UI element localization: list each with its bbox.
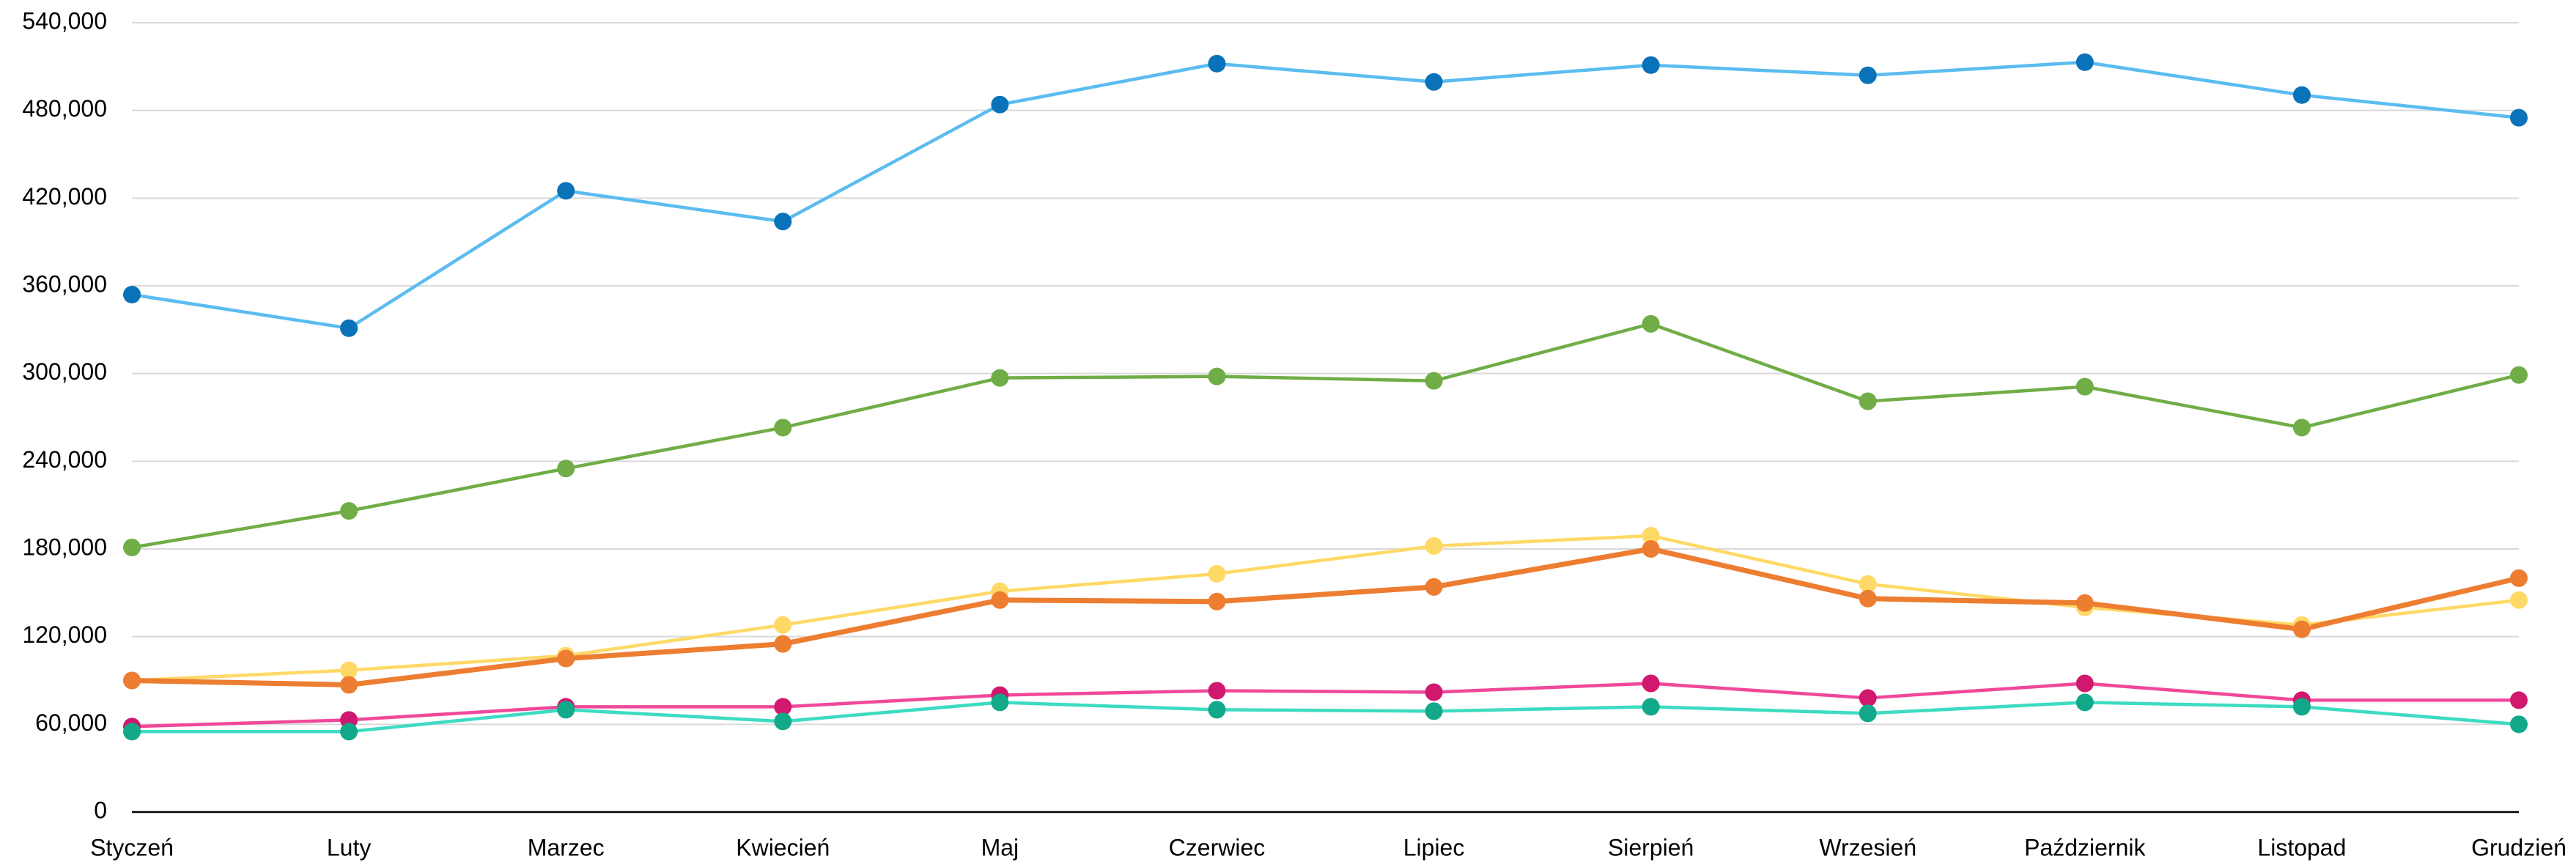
series-marker	[2075, 594, 2094, 612]
series-marker	[774, 418, 792, 437]
y-tick-label: 300,000	[22, 358, 107, 385]
series-marker	[123, 539, 141, 557]
x-tick-label: Czerwiec	[1169, 834, 1266, 860]
series-marker	[1859, 66, 1877, 84]
x-tick-label: Październik	[2024, 834, 2146, 860]
y-tick-label: 540,000	[22, 7, 107, 34]
series-marker	[2075, 53, 2094, 71]
x-tick-label: Wrzesień	[1819, 834, 1916, 860]
series-marker	[2292, 620, 2311, 638]
series-marker	[1425, 683, 1443, 701]
series-marker	[340, 319, 358, 337]
series-marker	[2510, 569, 2528, 587]
series-marker	[774, 635, 792, 653]
series-marker	[1859, 704, 1877, 723]
x-tick-label: Styczeń	[90, 834, 174, 860]
x-tick-label: Lipiec	[1403, 834, 1465, 860]
y-tick-label: 240,000	[22, 446, 107, 473]
series-marker	[774, 213, 792, 231]
y-tick-label: 480,000	[22, 95, 107, 122]
series-line	[132, 701, 2520, 734]
x-tick-label: Luty	[327, 834, 371, 860]
series-line	[131, 60, 2520, 331]
series-marker	[991, 693, 1009, 712]
series-marker	[557, 649, 575, 668]
series-marker	[557, 701, 575, 719]
series-marker	[1425, 372, 1443, 390]
series-marker	[774, 698, 792, 716]
series-marker	[2510, 366, 2528, 384]
x-tick-label: Sierpień	[1608, 834, 1694, 860]
series-marker	[2075, 377, 2094, 396]
series-marker	[774, 712, 792, 731]
series-marker	[1642, 314, 1660, 333]
series-marker	[1208, 701, 1226, 719]
y-tick-label: 60,000	[35, 709, 107, 736]
series-marker	[1859, 589, 1877, 608]
series-marker	[1859, 575, 1877, 593]
series-marker	[340, 502, 358, 520]
series-line	[131, 682, 2519, 728]
series-marker	[557, 460, 575, 478]
series-marker	[340, 676, 358, 694]
series-marker	[2292, 418, 2311, 437]
series-marker	[2510, 691, 2528, 709]
y-tick-label: 0	[94, 797, 107, 823]
series-marker	[340, 661, 358, 679]
series-marker	[1208, 682, 1226, 700]
series-marker	[1208, 592, 1226, 610]
series-marker	[1642, 527, 1660, 545]
series-marker	[1208, 54, 1226, 73]
series-marker	[2075, 674, 2094, 693]
series-marker	[1208, 367, 1226, 385]
series-marker	[2510, 715, 2528, 734]
series-marker	[2510, 591, 2528, 609]
x-tick-label: Kwiecień	[736, 834, 830, 860]
series-marker	[1425, 702, 1443, 720]
series-marker	[1859, 392, 1877, 410]
y-tick-label: 120,000	[22, 621, 107, 648]
series-marker	[1425, 537, 1443, 556]
series-marker	[340, 723, 358, 741]
series-marker	[1642, 540, 1660, 558]
y-tick-label: 420,000	[22, 183, 107, 210]
series-marker	[557, 182, 575, 200]
y-tick-label: 360,000	[22, 270, 107, 297]
series-marker	[1642, 56, 1660, 74]
series-line	[131, 322, 2520, 550]
series-marker	[2510, 108, 2528, 127]
series-marker	[123, 285, 141, 303]
x-tick-label: Listopad	[2257, 834, 2346, 860]
series-marker	[991, 369, 1009, 387]
series-marker	[1425, 73, 1443, 91]
series-marker	[123, 723, 141, 741]
series-marker	[1642, 674, 1660, 693]
series-line	[131, 546, 2520, 687]
series-marker	[123, 671, 141, 690]
series-marker	[2292, 86, 2311, 104]
series-marker	[1859, 689, 1877, 707]
x-tick-label: Marzec	[528, 834, 605, 860]
series-line	[131, 534, 2520, 682]
series-marker	[1425, 578, 1443, 596]
series-marker	[774, 616, 792, 634]
series-marker	[991, 591, 1009, 609]
series-marker	[2292, 698, 2311, 716]
series-marker	[991, 95, 1009, 114]
x-tick-label: Maj	[981, 834, 1019, 860]
series-marker	[1642, 698, 1660, 716]
series-marker	[1208, 564, 1226, 583]
series-marker	[2075, 693, 2094, 712]
x-tick-label: Grudzień	[2471, 834, 2566, 860]
y-tick-label: 180,000	[22, 534, 107, 560]
